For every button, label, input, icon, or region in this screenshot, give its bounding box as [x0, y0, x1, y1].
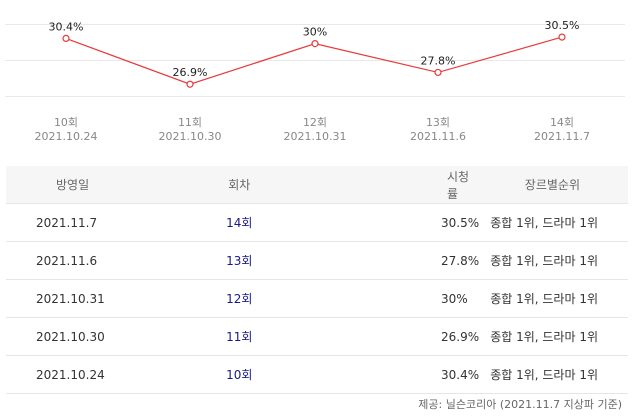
x-tick-episode: 13회	[426, 116, 450, 129]
data-point	[558, 33, 566, 41]
x-tick-date: 2021.11.7	[534, 130, 590, 143]
row-rank: 종합 1위, 드라마 1위	[472, 241, 628, 280]
row-rating: 30.4%	[317, 355, 479, 394]
table-row: 2021.11.7 14회 30.5% 종합 1위, 드라마 1위	[6, 203, 628, 242]
table-header-row: 방영일 회차 시청률 장르별순위	[6, 166, 628, 204]
row-rating: 30.5%	[317, 203, 479, 242]
data-label: 30.4%	[49, 20, 84, 33]
row-date: 2021.11.7	[6, 203, 162, 242]
row-date: 2021.10.30	[6, 317, 162, 356]
header-rank: 장르별순위	[472, 166, 628, 204]
row-rank: 종합 1위, 드라마 1위	[472, 279, 628, 318]
data-point	[434, 68, 442, 77]
data-label: 30%	[303, 26, 327, 39]
data-point	[186, 80, 194, 88]
x-tick-episode: 12회	[303, 116, 327, 129]
ratings-table: 방영일 회차 시청률 장르별순위 2021.11.7 14회 30.5% 종합 …	[6, 166, 628, 394]
x-tick-date: 2021.10.24	[35, 130, 98, 143]
episode-link[interactable]: 14회	[226, 216, 253, 230]
row-date: 2021.10.24	[6, 355, 162, 394]
header-episode: 회차	[161, 166, 317, 204]
table-row: 2021.10.30 11회 26.9% 종합 1위, 드라마 1위	[6, 317, 628, 356]
row-date: 2021.11.6	[6, 241, 162, 280]
table-row: 2021.10.24 10회 30.4% 종합 1위, 드라마 1위	[6, 355, 628, 394]
episode-link[interactable]: 12회	[226, 292, 253, 306]
row-rating: 30%	[317, 279, 473, 318]
x-tick-date: 2021.11.6	[410, 130, 466, 143]
row-rank: 종합 1위, 드라마 1위	[472, 203, 628, 242]
row-rating: 26.9%	[317, 317, 479, 356]
source-note: 제공: 닐슨코리아 (2021.11.7 지상파 기준)	[418, 398, 622, 411]
x-tick-date: 2021.10.31	[284, 130, 347, 143]
x-tick-date: 2021.10.30	[159, 130, 222, 143]
row-date: 2021.10.31	[6, 279, 162, 318]
x-tick-episode: 14회	[550, 116, 574, 129]
data-point	[311, 40, 319, 48]
data-point	[62, 34, 70, 43]
row-rank: 종합 1위, 드라마 1위	[472, 317, 628, 356]
data-label: 26.9%	[173, 66, 208, 79]
data-label: 30.5%	[545, 19, 580, 32]
x-tick-episode: 11회	[178, 116, 202, 129]
episode-link[interactable]: 11회	[226, 330, 253, 344]
data-label: 27.8%	[421, 54, 456, 67]
episode-link[interactable]: 10회	[226, 368, 253, 382]
row-rating: 27.8%	[317, 241, 479, 280]
row-rank: 종합 1위, 드라마 1위	[472, 355, 628, 394]
table-row: 2021.10.31 12회 30% 종합 1위, 드라마 1위	[6, 279, 628, 318]
table-row: 2021.11.6 13회 27.8% 종합 1위, 드라마 1위	[6, 241, 628, 280]
header-rating: 시청률	[317, 166, 473, 204]
episode-link[interactable]: 13회	[226, 254, 253, 268]
x-tick-episode: 10회	[54, 116, 78, 129]
header-date: 방영일	[6, 166, 162, 204]
